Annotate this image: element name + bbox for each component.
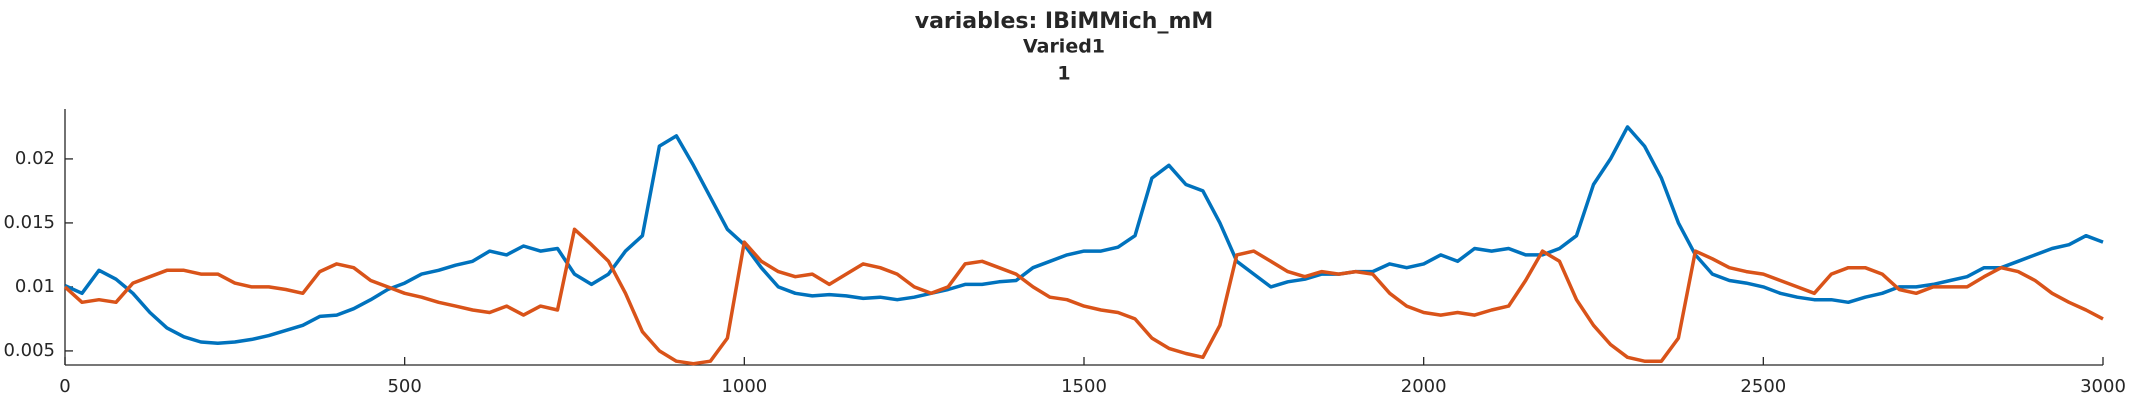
- series-line: [63, 227, 2104, 366]
- y-tick-label: 0.01: [15, 276, 55, 297]
- x-tick-label: 500: [387, 376, 421, 397]
- x-tick-label: 2000: [1401, 376, 1447, 397]
- y-tick-label: 0.02: [15, 148, 55, 169]
- series-line: [64, 125, 2104, 345]
- x-tick-label: 0: [59, 376, 70, 397]
- x-tick-label: 1000: [721, 376, 767, 397]
- x-tick-label: 3000: [2080, 376, 2126, 397]
- y-tick-label: 0.005: [3, 340, 55, 361]
- chart-subtitle: Varied1: [1023, 36, 1105, 58]
- x-tick-label: 1500: [1061, 376, 1107, 397]
- chart-title: variables: IBiMMich_mM: [915, 9, 1214, 34]
- chart-subtitle: 1: [1057, 63, 1070, 85]
- y-tick-label: 0.015: [3, 212, 55, 233]
- x-tick-label: 2500: [1740, 376, 1786, 397]
